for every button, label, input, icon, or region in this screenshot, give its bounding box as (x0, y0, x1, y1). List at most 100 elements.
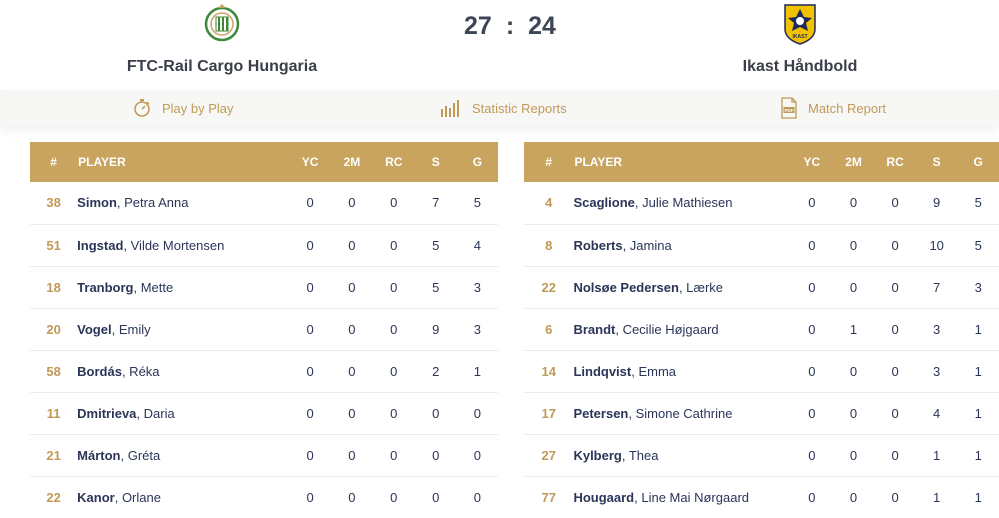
stat-yc: 0 (289, 434, 332, 477)
player-first-name: , Lærke (678, 279, 724, 295)
svg-text:PDF: PDF (785, 108, 794, 113)
player-first-name: , Thea (621, 447, 659, 463)
stat-g: 3 (456, 266, 498, 309)
col-2m[interactable]: 2M (845, 155, 862, 169)
stat-s: 1 (915, 434, 958, 477)
col-s[interactable]: S (431, 155, 440, 169)
player-last-name: Kylberg (573, 447, 622, 463)
stat-g: 1 (957, 350, 999, 393)
stat-g: 1 (957, 434, 999, 477)
player-name[interactable]: Kylberg, Thea (573, 434, 792, 477)
player-name[interactable]: Bordás, Réka (77, 350, 290, 393)
stat-g: 1 (957, 392, 999, 435)
stat-rc: 0 (372, 350, 415, 393)
stat-s: 0 (414, 476, 457, 518)
stat-g: 0 (456, 434, 498, 477)
col-yc[interactable]: YC (803, 155, 821, 169)
stat-yc: 0 (791, 434, 833, 477)
player-last-name: Brandt (573, 321, 616, 337)
stat-g: 1 (456, 350, 498, 393)
player-last-name: Tranborg (77, 279, 134, 295)
home-player-table: # PLAYER YC 2M RC S G 38 Simon, Petra Ann… (30, 142, 498, 518)
stat-s: 0 (414, 434, 457, 477)
player-name[interactable]: Ingstad, Vilde Mortensen (77, 224, 290, 267)
table-row: 14 Lindqvist, Emma 0 0 0 3 1 (524, 350, 999, 393)
stat-g: 0 (456, 476, 498, 518)
stat-2m: 0 (832, 434, 875, 477)
col-g[interactable]: G (472, 155, 483, 169)
player-last-name: Hougaard (573, 489, 635, 505)
stat-rc: 0 (874, 392, 916, 435)
player-name[interactable]: Nolsøe Pedersen, Lærke (573, 266, 792, 309)
player-name[interactable]: Tranborg, Mette (77, 266, 290, 309)
table-row: 51 Ingstad, Vilde Mortensen 0 0 0 5 4 (30, 224, 498, 267)
player-first-name: , Daria (136, 405, 175, 421)
player-name[interactable]: Brandt, Cecilie Højgaard (573, 308, 792, 351)
stat-g: 1 (957, 308, 999, 351)
player-number: 20 (30, 308, 78, 351)
player-name[interactable]: Roberts, Jamina (573, 224, 792, 267)
tab-statistic-reports[interactable]: Statistic Reports (440, 90, 567, 126)
player-name[interactable]: Kanor, Orlane (77, 476, 290, 518)
stat-g: 5 (456, 182, 498, 225)
col-2m[interactable]: 2M (343, 155, 361, 169)
col-g[interactable]: G (973, 155, 983, 169)
stat-yc: 0 (791, 476, 833, 518)
tab-play-by-play[interactable]: Play by Play (132, 90, 234, 126)
stat-rc: 0 (874, 266, 916, 309)
player-last-name: Dmitrieva (77, 405, 137, 421)
col-player[interactable]: PLAYER (574, 155, 623, 169)
stat-s: 5 (414, 266, 457, 309)
player-first-name: , Emma (631, 363, 677, 379)
player-last-name: Márton (77, 447, 121, 463)
col-number[interactable]: # (545, 155, 553, 169)
stat-2m: 0 (832, 182, 875, 225)
player-name[interactable]: Scaglione, Julie Mathiesen (573, 182, 792, 225)
table-row: 4 Scaglione, Julie Mathiesen 0 0 0 9 5 (524, 182, 999, 225)
player-name[interactable]: Hougaard, Line Mai Nørgaard (573, 476, 792, 518)
col-s[interactable]: S (932, 155, 941, 169)
player-name[interactable]: Dmitrieva, Daria (77, 392, 290, 435)
table-row: 77 Hougaard, Line Mai Nørgaard 0 0 0 1 1 (524, 476, 999, 518)
stat-s: 10 (915, 224, 958, 267)
stat-yc: 0 (289, 224, 332, 267)
stat-2m: 0 (832, 224, 875, 267)
away-team[interactable]: IKAST Ikast Håndbold (650, 0, 950, 76)
player-last-name: Vogel (77, 321, 112, 337)
player-name[interactable]: Vogel, Emily (77, 308, 290, 351)
col-player[interactable]: PLAYER (78, 155, 126, 169)
stat-rc: 0 (874, 308, 916, 351)
stat-2m: 0 (331, 266, 373, 309)
table-row: 18 Tranborg, Mette 0 0 0 5 3 (30, 266, 498, 309)
stat-rc: 0 (372, 182, 415, 225)
player-name[interactable]: Lindqvist, Emma (573, 350, 792, 393)
stat-rc: 0 (372, 434, 415, 477)
player-last-name: Roberts (573, 237, 623, 253)
tab-match-report[interactable]: PDF Match Report (780, 90, 886, 126)
player-name[interactable]: Márton, Gréta (77, 434, 290, 477)
player-last-name: Ingstad (77, 237, 124, 253)
stat-2m: 0 (331, 476, 373, 518)
home-team-name: FTC-Rail Cargo Hungaria (126, 58, 318, 75)
player-name[interactable]: Simon, Petra Anna (77, 182, 290, 225)
match-tabs: Play by Play Statistic Reports PDF Match… (0, 90, 999, 126)
player-last-name: Lindqvist (573, 363, 632, 379)
col-number[interactable]: # (50, 155, 57, 169)
stat-s: 9 (414, 308, 457, 351)
col-rc[interactable]: RC (886, 155, 904, 169)
player-name[interactable]: Petersen, Simone Cathrine (573, 392, 792, 435)
tab-match-report-label: Match Report (808, 100, 887, 116)
col-yc[interactable]: YC (301, 155, 319, 169)
col-rc[interactable]: RC (385, 155, 403, 169)
stat-yc: 0 (289, 266, 332, 309)
stat-s: 2 (414, 350, 457, 393)
stat-g: 3 (957, 266, 999, 309)
player-number: 6 (524, 308, 574, 351)
stat-2m: 0 (832, 350, 875, 393)
player-first-name: , Line Mai Nørgaard (634, 489, 750, 505)
home-team[interactable]: FTC-Rail Cargo Hungaria (72, 0, 372, 76)
stat-2m: 0 (331, 308, 373, 351)
player-first-name: , Orlane (114, 489, 161, 505)
stat-rc: 0 (874, 182, 916, 225)
stat-s: 3 (915, 308, 958, 351)
